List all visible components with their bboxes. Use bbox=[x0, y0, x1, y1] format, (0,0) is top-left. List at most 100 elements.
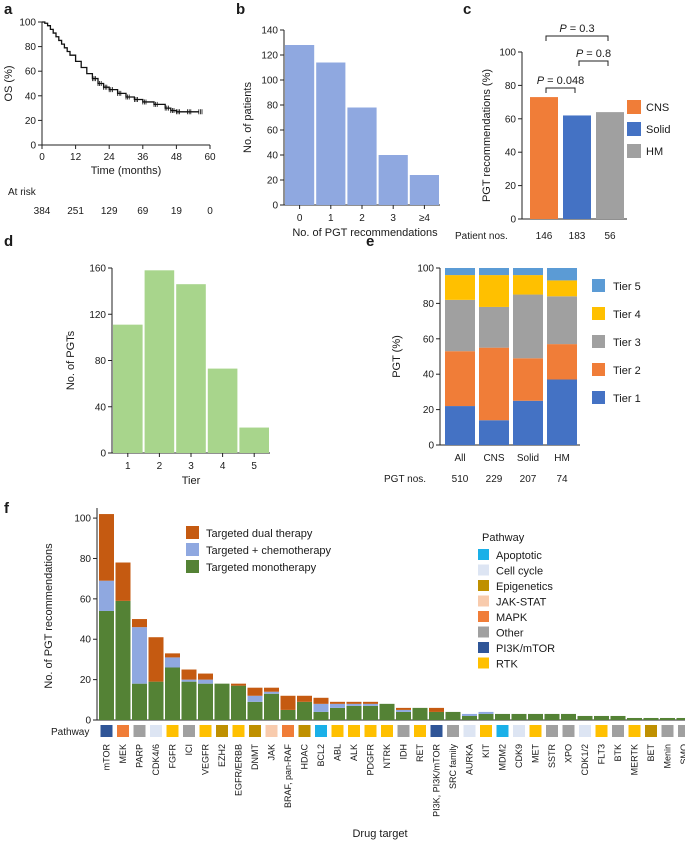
target-segment-braf-pan-raf-targeted-dual-therapy bbox=[280, 695, 296, 710]
dist-y-tick-label: 80 bbox=[423, 299, 435, 310]
at-risk-count: 69 bbox=[137, 206, 149, 217]
target-x-tick-label: MERTK bbox=[630, 744, 640, 775]
target-x-tick-label: RET bbox=[415, 743, 425, 762]
target-pathway-cell-smo bbox=[678, 725, 685, 737]
target-segment-vegfr-targeted-monotherapy bbox=[198, 683, 213, 720]
dist-segment-hm-tier-3 bbox=[547, 296, 577, 345]
target-x-tick-label: HDAC bbox=[300, 744, 310, 770]
pathway-legend-swatch-cell-cycle bbox=[478, 564, 489, 576]
panel-label-f: f bbox=[4, 500, 10, 517]
target-x-tick-label: XPO bbox=[564, 744, 574, 763]
target-legend-swatch-targeted-chemotherapy bbox=[186, 543, 199, 556]
rate-sig-label: P = 0.048 bbox=[537, 75, 584, 87]
target-x-tick-label: PI3K, PI3K/mTOR bbox=[432, 744, 442, 817]
target-pathway-cell-cdk4-6 bbox=[150, 725, 162, 737]
rate-y-tick-label: 40 bbox=[505, 148, 517, 159]
target-segment-braf-pan-raf-targeted-monotherapy bbox=[280, 709, 296, 720]
dist-legend-swatch-tier-4 bbox=[592, 307, 605, 320]
os-survival-curve bbox=[42, 21, 199, 113]
tier-x-tick-label: 4 bbox=[220, 461, 226, 472]
target-segment-parp-targeted-monotherapy bbox=[132, 683, 147, 720]
target-segment-egfr-erbb-targeted-dual-therapy bbox=[231, 683, 246, 686]
target-x-tick-label: PDGFR bbox=[366, 743, 376, 775]
target-x-tick-label: SMO bbox=[679, 744, 685, 765]
rate-sig-value: = 0.3 bbox=[567, 23, 595, 35]
target-y-tick-label: 20 bbox=[80, 675, 92, 686]
rate-y-title: PGT recommendations (%) bbox=[481, 69, 493, 202]
patients-x-tick-label: 1 bbox=[328, 213, 334, 224]
target-x-tick-label: BET bbox=[646, 744, 656, 762]
panel-label-a: a bbox=[4, 1, 13, 18]
target-pathway-cell-cdk1-2 bbox=[579, 725, 591, 737]
dist-y-tick-label: 60 bbox=[423, 334, 435, 345]
tier-y-title: No. of PGTs bbox=[65, 330, 77, 390]
dist-legend-swatch-tier-5 bbox=[592, 279, 605, 292]
dist-pgt-count: 229 bbox=[486, 474, 503, 485]
target-x-tick-label: MDM2 bbox=[498, 744, 508, 771]
target-x-tick-label: IDH bbox=[399, 744, 409, 760]
target-pathway-cell-fgfr bbox=[166, 725, 179, 737]
tier-y-tick-label: 160 bbox=[89, 264, 106, 275]
dist-pgt-count: 74 bbox=[556, 474, 568, 485]
target-pathway-cell-cdk9 bbox=[513, 725, 525, 737]
pathway-legend-swatch-mapk bbox=[478, 611, 489, 622]
target-segment-ici-targeted-chemotherapy bbox=[181, 679, 197, 682]
target-pathway-cell-aurka bbox=[463, 725, 476, 737]
dist-x-tick-label: HM bbox=[554, 453, 570, 464]
dist-segment-cns-tier-3 bbox=[479, 306, 509, 348]
target-pathway-cell-mertk bbox=[628, 725, 641, 737]
target-pathway-cell-ret bbox=[414, 725, 426, 737]
target-pathway-cell-pdgfr bbox=[364, 725, 377, 737]
rate-patient-count: 183 bbox=[569, 231, 586, 242]
target-legend-label: Targeted + chemotherapy bbox=[206, 545, 332, 557]
dist-segment-all-tier-5 bbox=[445, 268, 475, 276]
os-y-tick-label: 20 bbox=[25, 116, 37, 127]
dist-segment-all-tier-3 bbox=[445, 299, 475, 352]
dist-y-tick-label: 20 bbox=[423, 405, 435, 416]
target-segment-idh-targeted-monotherapy bbox=[396, 711, 411, 720]
target-legend-label: Targeted monotherapy bbox=[206, 562, 317, 574]
target-pathway-cell-dnmt bbox=[249, 725, 261, 737]
target-segment-jak-targeted-dual-therapy bbox=[264, 687, 279, 692]
os-y-tick-label: 0 bbox=[30, 141, 36, 152]
target-segment-bcl2-targeted-chemotherapy bbox=[313, 703, 329, 712]
dist-y-tick-label: 100 bbox=[417, 264, 434, 275]
os-x-tick-label: 48 bbox=[171, 152, 183, 163]
rate-sig-bracket bbox=[545, 87, 576, 93]
dist-x-tick-label: All bbox=[454, 453, 465, 464]
target-segment-abl-targeted-monotherapy bbox=[330, 707, 345, 720]
target-x-tick-label: ICI bbox=[184, 744, 194, 756]
panel-label-c: c bbox=[463, 1, 471, 18]
pathway-legend-label: JAK-STAT bbox=[496, 597, 547, 609]
panel-label-e: e bbox=[366, 233, 374, 250]
target-pathway-cell-idh bbox=[397, 725, 410, 737]
target-x-tick-label: VEGFR bbox=[201, 744, 211, 776]
patients-bar-0 bbox=[285, 45, 315, 205]
target-x-tick-label: DNMT bbox=[250, 744, 260, 770]
rate-sig-label: P = 0.3 bbox=[559, 23, 594, 35]
target-segment-fgfr-targeted-dual-therapy bbox=[165, 653, 180, 658]
target-segment-pdgfr-targeted-chemotherapy bbox=[363, 703, 378, 706]
pgt-tier-chart: 0 40 80 120 160 1 2 3 4 5 No. of PGTs Tier bbox=[65, 264, 270, 487]
dist-pgt-count: 207 bbox=[520, 474, 537, 485]
target-x-tick-label: EGFR/ERBB bbox=[234, 744, 244, 796]
target-pathway-cell-btk bbox=[612, 725, 624, 737]
target-y-tick-label: 80 bbox=[80, 554, 92, 565]
target-pathway-cell-sstr bbox=[546, 725, 558, 737]
os-y-title: OS (%) bbox=[3, 65, 15, 101]
target-pathway-cell-ezh2 bbox=[216, 725, 228, 737]
target-segment-mertk-targeted-monotherapy bbox=[627, 717, 642, 720]
dist-legend-swatch-tier-2 bbox=[592, 363, 605, 376]
rate-sig-p: P bbox=[559, 23, 567, 35]
drug-target-chart: 0 20 40 60 80 100 mTOR MEK PARP CDK4/6 FGFR ICI VEGF… bbox=[43, 508, 685, 840]
tier-y-tick-label: 40 bbox=[95, 402, 107, 413]
pathway-legend-label: PI3K/mTOR bbox=[496, 643, 555, 655]
rate-sig-p: P bbox=[537, 75, 545, 87]
rate-patient-count: 146 bbox=[536, 231, 553, 242]
target-x-tick-label: Menin bbox=[663, 744, 673, 769]
rate-y-tick-label: 60 bbox=[505, 114, 517, 125]
dist-segment-solid-tier-5 bbox=[513, 268, 543, 276]
target-segment-aurka-targeted-monotherapy bbox=[462, 715, 477, 720]
target-x-tick-label: JAK bbox=[267, 744, 277, 761]
